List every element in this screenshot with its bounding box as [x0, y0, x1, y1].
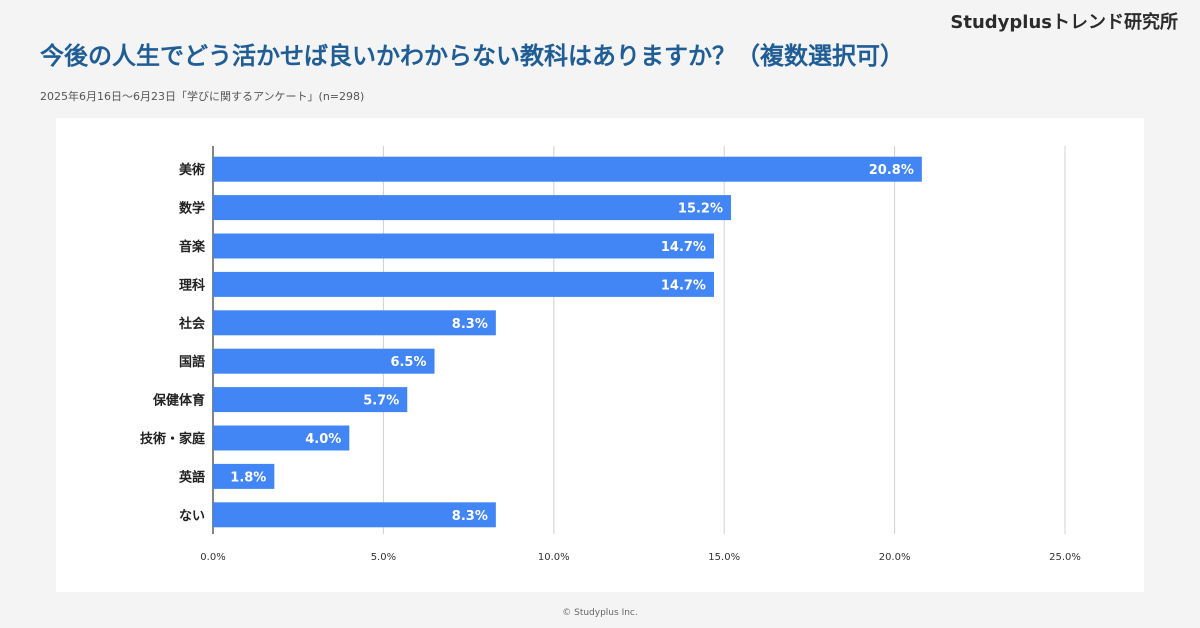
bar-chart: 0.0% 5.0% 10.0% 15.0% 20.0% 25.0% 美術 20.8% 数学 15.… [140, 146, 1081, 563]
data-label: 14.7% [661, 278, 706, 293]
x-tick-label: 20.0% [879, 552, 911, 563]
chart-title: 今後の人生でどう活かせば良いかわからない教科はありますか？（複数選択可） [40, 42, 904, 70]
category-label: 音楽 [179, 239, 206, 255]
chart-subtitle: 2025年6月16日～6月23日「学びに関するアンケート」(n=298) [40, 90, 365, 103]
category-label: 美術 [179, 162, 205, 178]
bar [213, 195, 732, 221]
x-tick-label: 10.0% [538, 552, 570, 563]
data-label: 8.3% [452, 509, 488, 524]
category-label: 数学 [179, 201, 205, 217]
copyright-footer: © Studyplus Inc. [562, 608, 638, 618]
data-label: 15.2% [678, 202, 723, 217]
x-tick-label: 0.0% [200, 552, 225, 563]
data-label: 4.0% [305, 432, 341, 447]
data-label: 6.5% [390, 355, 426, 370]
data-label: 1.8% [230, 470, 266, 485]
x-tick-label: 25.0% [1049, 552, 1081, 563]
category-label: 保健体育 [152, 393, 205, 409]
category-label: 理科 [179, 277, 205, 293]
bar [213, 425, 350, 451]
bar [213, 502, 496, 528]
x-tick-label: 15.0% [708, 552, 740, 563]
bar [213, 463, 275, 489]
category-label: 技術・家庭 [140, 431, 206, 447]
bar [213, 348, 435, 374]
category-label: 社会 [178, 316, 206, 332]
bar [213, 233, 714, 259]
category-label: 国語 [179, 354, 205, 370]
bar [213, 387, 408, 413]
category-label: ない [179, 509, 205, 524]
bar [213, 271, 714, 297]
data-label: 14.7% [661, 240, 706, 255]
brand-logo-text: Studyplusトレンド研究所 [950, 12, 1178, 33]
bar [213, 156, 922, 182]
x-tick-label: 5.0% [371, 552, 396, 563]
data-label: 20.8% [869, 163, 914, 178]
bar [213, 310, 496, 336]
chart-panel: 0.0% 5.0% 10.0% 15.0% 20.0% 25.0% 美術 20.8% 数学 15.… [56, 118, 1144, 592]
data-label: 8.3% [452, 317, 488, 332]
data-label: 5.7% [363, 394, 399, 409]
category-label: 英語 [178, 469, 205, 485]
